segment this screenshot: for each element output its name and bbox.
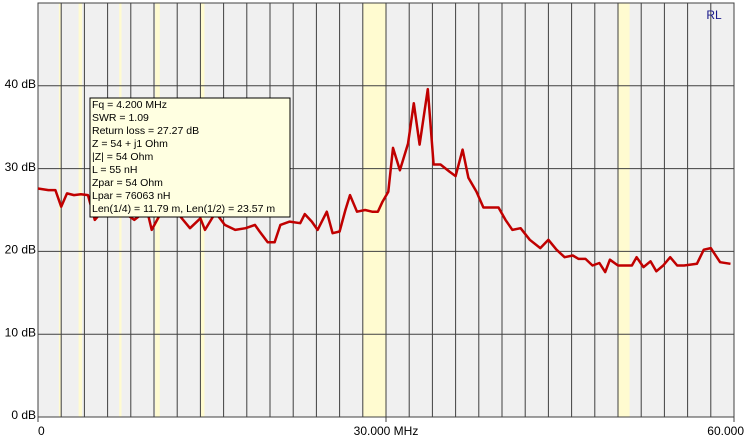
cursor-info-line: Zpar = 54 Ohm [92,177,163,189]
x-tick-label: 0 [38,424,45,438]
cursor-info-line: Lpar = 76063 nH [92,190,171,202]
chart-title: RL [706,8,722,22]
y-tick-label: 20 dB [5,243,36,257]
band [618,3,630,417]
y-tick-label: 10 dB [5,325,36,339]
band [362,3,386,417]
plot-border [37,2,735,418]
y-tick-label: 40 dB [5,77,36,91]
band [58,3,62,417]
cursor-info-line: L = 55 nH [92,164,137,176]
cursor-info-line: |Z| = 54 Ohm [92,151,153,163]
x-tick-label: 30.000 MHz [354,424,419,438]
cursor-info-line: Fq = 4.200 MHz [92,99,167,111]
band [78,3,83,417]
y-tick-label: 0 dB [11,408,36,422]
cursor-info-line: SWR = 1.09 [92,112,149,124]
cursor-info-box [89,97,291,218]
y-tick-label: 30 dB [5,160,36,174]
x-tick-label: 60.000 [707,424,744,438]
cursor-info-line: Len(1/4) = 11.79 m, Len(1/2) = 23.57 m [92,203,275,215]
cursor-info-line: Return loss = 27.27 dB [92,125,199,137]
cursor-info-line: Z = 54 + j1 Ohm [92,138,168,150]
